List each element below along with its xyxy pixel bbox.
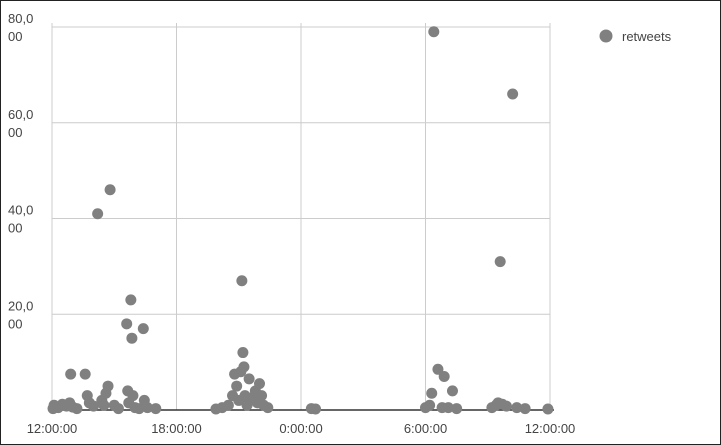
data-point (88, 400, 99, 412)
data-point (243, 373, 255, 385)
data-point (126, 332, 138, 344)
data-point (426, 387, 438, 399)
data-point (451, 403, 463, 415)
y-tick-label: 00 (8, 29, 22, 44)
data-point (98, 399, 110, 411)
y-tick-label: 40,0 (8, 203, 33, 218)
y-tick-label: 80,0 (8, 11, 33, 26)
legend-label: retweets (622, 29, 672, 44)
data-point (127, 390, 139, 402)
data-point (254, 378, 265, 390)
y-tick-label: 20,0 (8, 298, 33, 313)
data-point (507, 88, 519, 100)
data-point (262, 402, 274, 414)
data-point (125, 294, 137, 306)
data-point (310, 403, 322, 415)
legend: retweets (599, 29, 672, 44)
x-tick-label: 0:00:00 (279, 421, 322, 436)
x-tick-label: 6:00:00 (404, 421, 447, 436)
data-point (133, 403, 145, 415)
data-point (102, 380, 114, 392)
data-point (519, 403, 531, 415)
x-tick-label: 12:00:00 (27, 421, 78, 436)
data-point (237, 347, 249, 359)
data-point (104, 184, 116, 196)
data-point (65, 368, 77, 380)
data-point (150, 403, 162, 415)
data-point (424, 399, 436, 411)
data-point (121, 318, 133, 330)
y-tick-label: 00 (8, 125, 22, 140)
data-point (428, 26, 440, 38)
data-point (79, 368, 91, 380)
data-point (112, 403, 124, 415)
data-point (141, 402, 153, 414)
x-tick-label: 18:00:00 (151, 421, 202, 436)
y-tick-label: 00 (8, 221, 22, 236)
legend-marker (599, 29, 613, 43)
data-point (500, 400, 512, 412)
data-point (494, 256, 506, 268)
data-point (92, 208, 104, 220)
y-axis-ticks: 20,0 00 40,0 00 60,0 00 80,0 00 (8, 11, 33, 331)
data-point (438, 370, 450, 382)
data-point (236, 275, 248, 287)
x-tick-label: 12:00:00 (525, 421, 576, 436)
data-point (442, 402, 454, 414)
data-points (47, 26, 554, 415)
data-point (238, 361, 250, 373)
y-tick-label: 00 (8, 316, 22, 331)
data-point (446, 385, 458, 397)
x-axis-ticks: 12:00:00 18:00:00 0:00:00 6:00:00 12:00:00 (27, 421, 576, 436)
data-point (137, 323, 149, 335)
data-point (511, 402, 523, 414)
grid-lines (51, 23, 551, 410)
data-point (542, 403, 554, 415)
data-point (231, 380, 243, 392)
data-point (222, 399, 234, 411)
y-tick-label: 60,0 (8, 107, 33, 122)
data-point (432, 363, 444, 375)
data-point (256, 390, 268, 402)
data-point (71, 403, 83, 415)
